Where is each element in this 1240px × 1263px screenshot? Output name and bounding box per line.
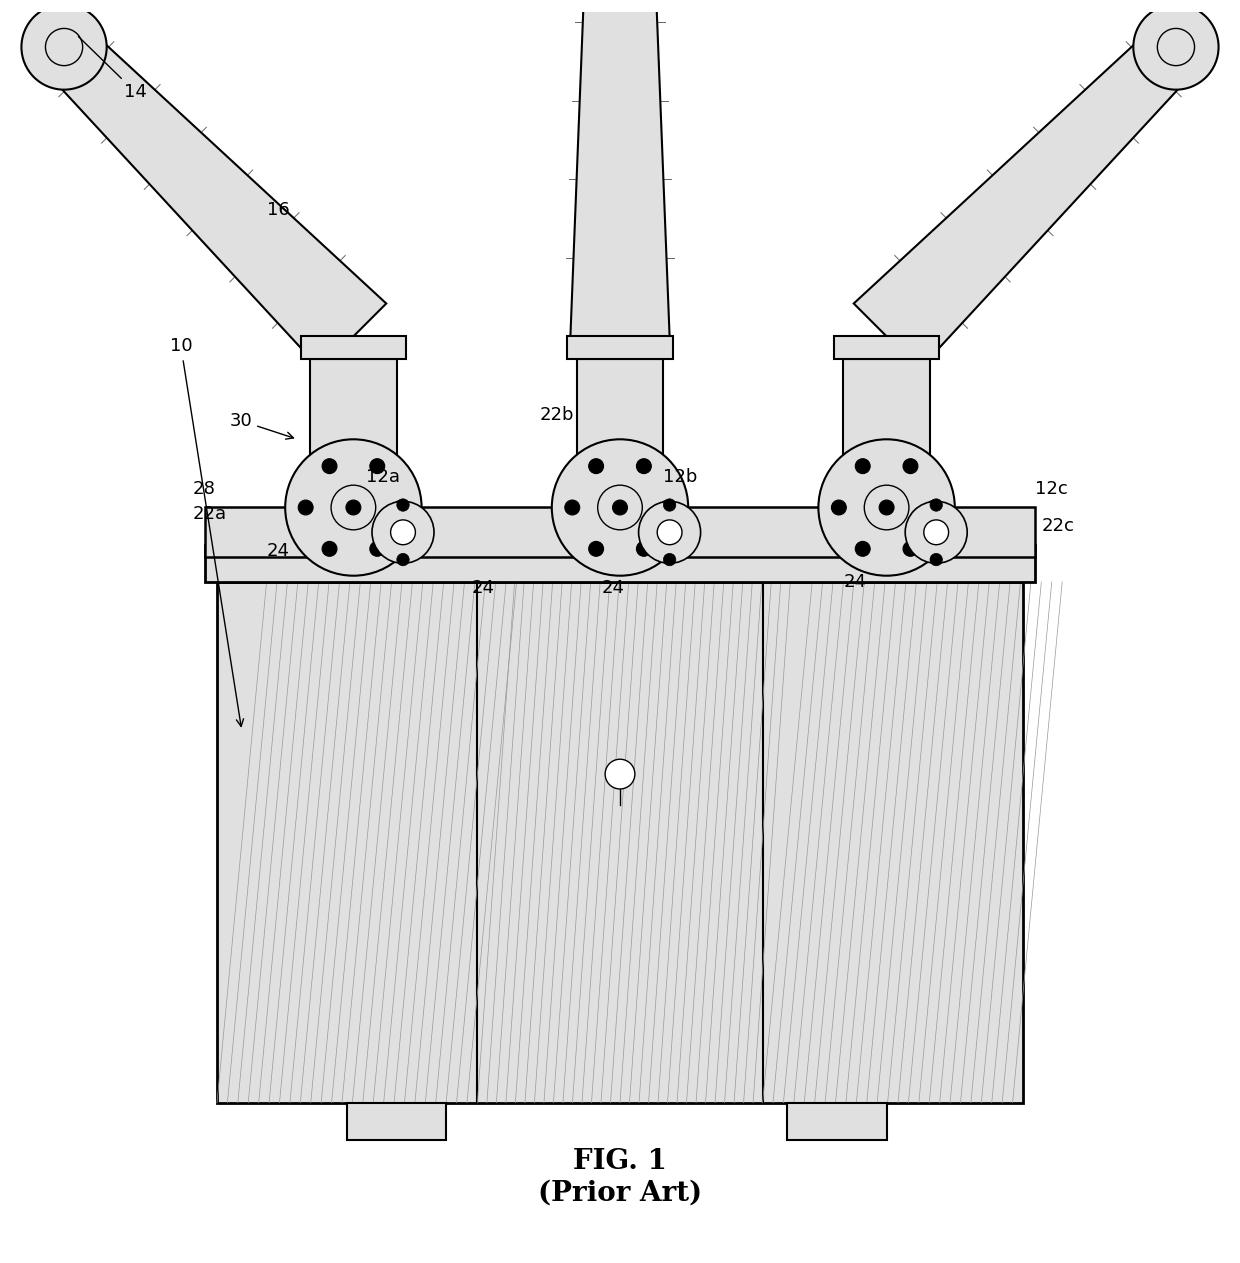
Circle shape bbox=[663, 553, 676, 566]
Circle shape bbox=[372, 501, 434, 563]
Circle shape bbox=[346, 500, 361, 515]
Circle shape bbox=[657, 520, 682, 544]
Circle shape bbox=[613, 500, 627, 515]
Circle shape bbox=[598, 485, 642, 529]
Circle shape bbox=[589, 458, 604, 474]
Circle shape bbox=[663, 499, 676, 512]
Text: FIG. 1
(Prior Art): FIG. 1 (Prior Art) bbox=[538, 1148, 702, 1206]
Circle shape bbox=[397, 499, 409, 512]
Text: 10: 10 bbox=[170, 337, 243, 726]
Circle shape bbox=[370, 458, 384, 474]
Circle shape bbox=[879, 500, 894, 515]
Circle shape bbox=[831, 500, 847, 515]
Circle shape bbox=[924, 520, 949, 544]
Text: 24: 24 bbox=[267, 542, 290, 560]
Circle shape bbox=[322, 458, 337, 474]
Text: 14: 14 bbox=[78, 37, 146, 101]
Bar bbox=[300, 336, 405, 359]
Polygon shape bbox=[570, 0, 670, 336]
Bar bbox=[310, 359, 397, 508]
Polygon shape bbox=[853, 25, 1198, 369]
Text: 22b: 22b bbox=[539, 405, 574, 423]
Circle shape bbox=[903, 542, 918, 556]
Bar bbox=[205, 544, 1035, 582]
Circle shape bbox=[1133, 4, 1219, 90]
Circle shape bbox=[397, 553, 409, 566]
Circle shape bbox=[393, 500, 408, 515]
Circle shape bbox=[322, 542, 337, 556]
Circle shape bbox=[589, 542, 604, 556]
Circle shape bbox=[564, 500, 580, 515]
Circle shape bbox=[331, 485, 376, 529]
Circle shape bbox=[926, 500, 942, 515]
Bar bbox=[205, 508, 1035, 557]
Circle shape bbox=[46, 29, 83, 66]
Circle shape bbox=[21, 4, 107, 90]
Circle shape bbox=[903, 458, 918, 474]
Circle shape bbox=[298, 500, 312, 515]
Circle shape bbox=[1157, 29, 1194, 66]
Text: 16: 16 bbox=[267, 201, 289, 218]
Circle shape bbox=[905, 501, 967, 563]
Circle shape bbox=[636, 458, 651, 474]
Text: 12c: 12c bbox=[1035, 480, 1068, 498]
Circle shape bbox=[391, 520, 415, 544]
Circle shape bbox=[818, 440, 955, 576]
Circle shape bbox=[552, 440, 688, 576]
Text: 30: 30 bbox=[229, 412, 294, 440]
Circle shape bbox=[636, 542, 651, 556]
Bar bbox=[787, 1103, 887, 1140]
Bar bbox=[217, 582, 1023, 1103]
Text: 22c: 22c bbox=[1042, 517, 1075, 536]
Bar bbox=[568, 336, 672, 359]
Text: 12a: 12a bbox=[366, 467, 399, 485]
Circle shape bbox=[930, 499, 942, 512]
Bar bbox=[347, 1103, 446, 1140]
Circle shape bbox=[856, 542, 870, 556]
Circle shape bbox=[639, 501, 701, 563]
Circle shape bbox=[864, 485, 909, 529]
Text: 24: 24 bbox=[471, 580, 495, 597]
Circle shape bbox=[930, 553, 942, 566]
Text: 22a: 22a bbox=[192, 505, 227, 523]
Circle shape bbox=[370, 542, 384, 556]
Text: 28: 28 bbox=[192, 480, 215, 498]
Text: 12b: 12b bbox=[663, 467, 698, 485]
Circle shape bbox=[285, 440, 422, 576]
Bar bbox=[833, 336, 940, 359]
Circle shape bbox=[660, 500, 676, 515]
Polygon shape bbox=[42, 25, 387, 369]
Bar bbox=[577, 359, 663, 508]
Circle shape bbox=[856, 458, 870, 474]
Text: 24: 24 bbox=[601, 580, 625, 597]
Text: 24: 24 bbox=[843, 573, 867, 591]
Circle shape bbox=[605, 759, 635, 789]
Bar bbox=[843, 359, 930, 508]
